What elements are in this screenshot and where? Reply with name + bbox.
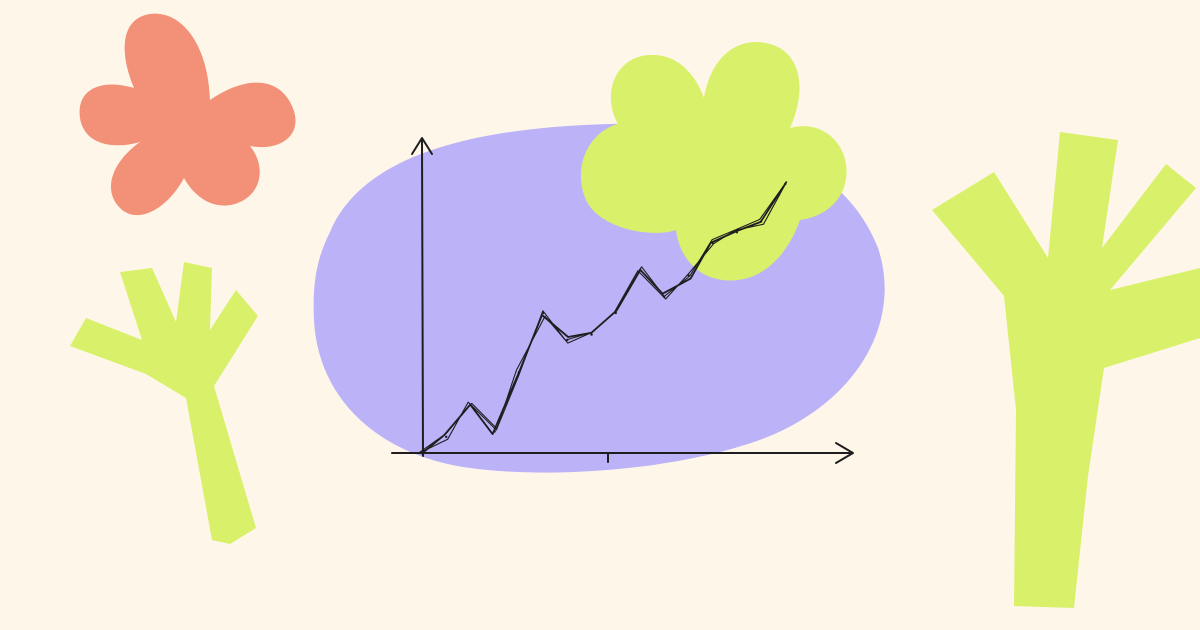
- series-point: [541, 311, 545, 315]
- series-point: [784, 182, 787, 186]
- coral-flower-icon: [79, 13, 296, 216]
- series-point: [469, 403, 472, 406]
- series-point: [445, 435, 448, 439]
- series-point: [614, 311, 617, 315]
- series-point: [663, 295, 666, 299]
- series-point: [711, 241, 714, 245]
- series-point: [759, 220, 763, 223]
- x-axis-arrow: [835, 442, 854, 464]
- series-line-group: [418, 181, 788, 455]
- series-point: [687, 274, 690, 277]
- y-axis: [421, 139, 424, 457]
- series-sketch-stroke: [421, 181, 788, 453]
- series-point: [638, 268, 642, 272]
- series-point: [590, 333, 593, 336]
- series-point: [566, 338, 569, 342]
- green-flower-icon: [580, 42, 847, 281]
- left-sprout-icon: [70, 262, 258, 544]
- y-axis-arrow: [411, 137, 433, 155]
- series-point: [735, 231, 739, 234]
- series-point: [420, 451, 424, 455]
- chart-axes: [391, 137, 854, 464]
- series-point: [493, 430, 496, 433]
- series-point: [517, 371, 521, 374]
- right-sprout-icon: [932, 132, 1200, 608]
